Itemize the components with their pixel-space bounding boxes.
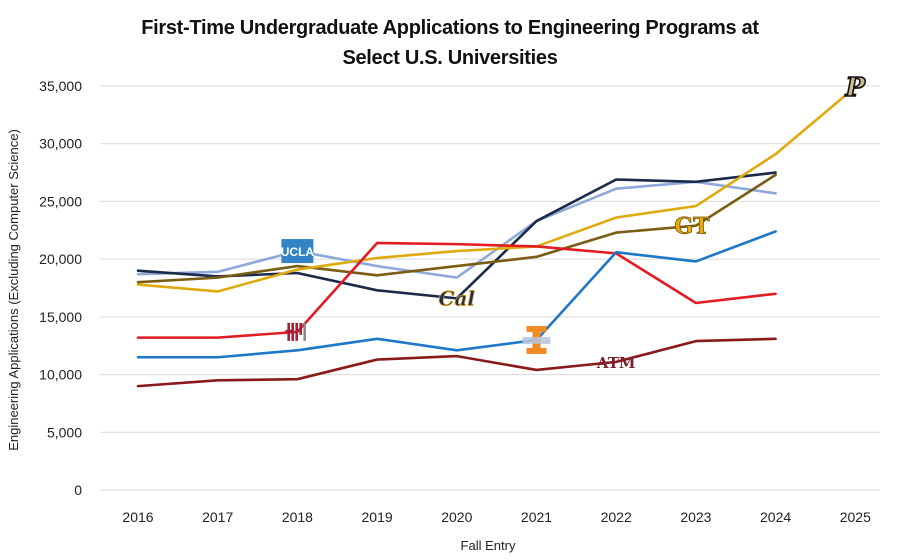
x-axis-ticks: 2016 2017 2018 2019 2020 2021 2022 2023 2024 2025 <box>122 509 871 525</box>
y-tick-label: 15,000 <box>39 309 82 325</box>
y-tick-label: 30,000 <box>39 136 82 152</box>
x-tick-label: 2022 <box>601 509 632 525</box>
x-tick-label: 2024 <box>760 509 791 525</box>
logo-mit <box>285 322 306 341</box>
x-tick-label: 2021 <box>521 509 552 525</box>
chart-title: First-Time Undergraduate Applications to… <box>141 17 760 69</box>
series-line-mit <box>136 241 777 339</box>
series-line-illinois <box>136 230 777 359</box>
logo-uc-berkeley: Cal <box>438 286 476 311</box>
logo-text: Cal <box>439 286 476 310</box>
x-tick-label: 2016 <box>122 509 153 525</box>
logo-ucla: UCLA <box>281 239 315 264</box>
series-line-georgia-tech <box>136 173 777 284</box>
logo-text: UCLA <box>281 245 315 259</box>
logo-georgia-tech: GT <box>674 213 711 240</box>
x-tick-label: 2023 <box>680 509 711 525</box>
logo-text: GT <box>674 214 710 240</box>
x-tick-label: 2017 <box>202 509 233 525</box>
x-tick-label: 2025 <box>840 509 871 525</box>
series-line-ucla <box>136 180 777 279</box>
x-tick-label: 2020 <box>441 509 472 525</box>
logo-purdue: P <box>844 72 868 104</box>
y-tick-label: 10,000 <box>39 367 82 383</box>
logo-texas-a-m: ATM <box>596 354 636 372</box>
logo-text: ATM <box>596 354 636 372</box>
logo-illinois <box>522 325 551 354</box>
chart-title-line-1: First-Time Undergraduate Applications to… <box>141 17 759 39</box>
series-line-texas-a-m <box>136 337 777 388</box>
series-lines <box>136 85 857 388</box>
y-tick-label: 5,000 <box>47 424 82 440</box>
y-axis-label: Engineering Applications (Excluding Comp… <box>6 129 21 451</box>
series-line-purdue <box>136 85 857 293</box>
y-tick-label: 25,000 <box>39 193 82 209</box>
x-tick-label: 2018 <box>282 509 313 525</box>
series-line-uc-berkeley <box>136 171 777 300</box>
logo-text: P <box>845 73 867 103</box>
y-tick-label: 20,000 <box>39 251 82 267</box>
y-axis-ticks: 0 5,000 10,000 15,000 20,000 25,000 30,000 35,0… <box>39 78 82 498</box>
x-tick-label: 2019 <box>362 509 393 525</box>
y-tick-label: 0 <box>74 482 82 498</box>
chart-title-line-2: Select U.S. Universities <box>342 47 557 69</box>
x-axis-label: Fall Entry <box>461 538 516 553</box>
gridlines <box>100 85 880 491</box>
y-tick-label: 35,000 <box>39 78 82 94</box>
series-logos: UCLA Cal GT P ATM <box>281 72 868 372</box>
